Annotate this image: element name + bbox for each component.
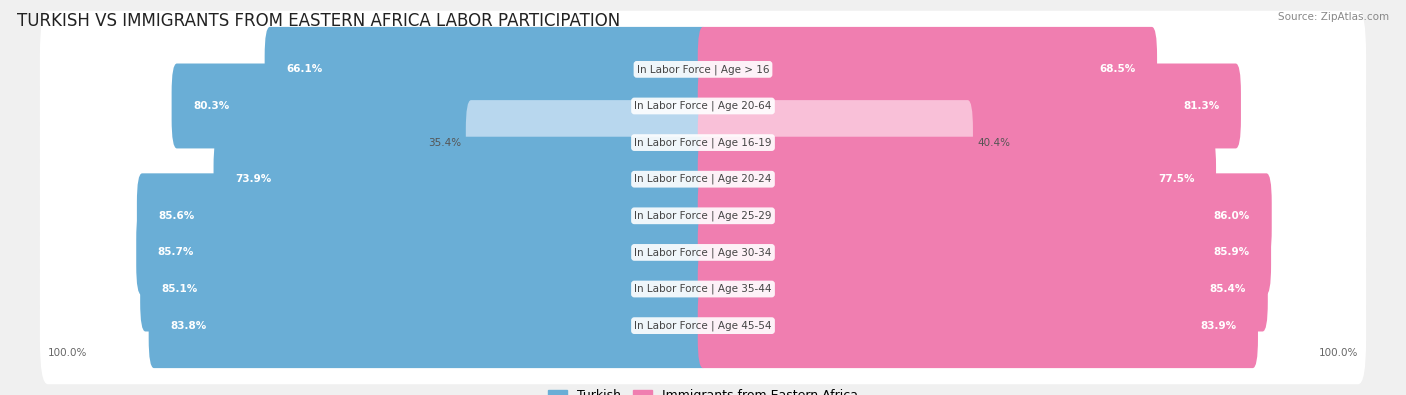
Text: In Labor Force | Age 30-34: In Labor Force | Age 30-34 [634,247,772,258]
FancyBboxPatch shape [264,27,709,112]
Text: 85.1%: 85.1% [162,284,198,294]
FancyBboxPatch shape [465,100,709,185]
Text: TURKISH VS IMMIGRANTS FROM EASTERN AFRICA LABOR PARTICIPATION: TURKISH VS IMMIGRANTS FROM EASTERN AFRIC… [17,12,620,30]
Text: In Labor Force | Age 16-19: In Labor Force | Age 16-19 [634,137,772,148]
Text: 86.0%: 86.0% [1213,211,1250,221]
Text: 100.0%: 100.0% [48,348,87,357]
FancyBboxPatch shape [697,246,1268,331]
FancyBboxPatch shape [39,84,1367,201]
FancyBboxPatch shape [697,27,1157,112]
FancyBboxPatch shape [39,11,1367,128]
Text: 81.3%: 81.3% [1182,101,1219,111]
FancyBboxPatch shape [39,267,1367,384]
Text: 85.4%: 85.4% [1209,284,1246,294]
FancyBboxPatch shape [136,210,709,295]
Text: 80.3%: 80.3% [193,101,229,111]
Text: 85.6%: 85.6% [159,211,195,221]
Text: 40.4%: 40.4% [977,137,1011,148]
Text: In Labor Force | Age 35-44: In Labor Force | Age 35-44 [634,284,772,294]
Text: 83.9%: 83.9% [1201,321,1236,331]
Text: 85.9%: 85.9% [1213,247,1250,258]
Text: 66.1%: 66.1% [287,64,322,74]
Text: In Labor Force | Age 25-29: In Labor Force | Age 25-29 [634,211,772,221]
Text: In Labor Force | Age > 16: In Labor Force | Age > 16 [637,64,769,75]
FancyBboxPatch shape [697,100,973,185]
FancyBboxPatch shape [136,173,709,258]
FancyBboxPatch shape [697,64,1241,149]
Text: 83.8%: 83.8% [170,321,207,331]
FancyBboxPatch shape [39,194,1367,311]
FancyBboxPatch shape [141,246,709,331]
Text: In Labor Force | Age 45-54: In Labor Force | Age 45-54 [634,320,772,331]
FancyBboxPatch shape [39,230,1367,348]
FancyBboxPatch shape [697,137,1216,222]
Text: 35.4%: 35.4% [427,137,461,148]
Text: 77.5%: 77.5% [1159,174,1195,184]
FancyBboxPatch shape [697,173,1272,258]
Text: 68.5%: 68.5% [1099,64,1136,74]
FancyBboxPatch shape [697,210,1271,295]
Text: In Labor Force | Age 20-24: In Labor Force | Age 20-24 [634,174,772,184]
Legend: Turkish, Immigrants from Eastern Africa: Turkish, Immigrants from Eastern Africa [543,384,863,395]
FancyBboxPatch shape [39,157,1367,275]
Text: In Labor Force | Age 20-64: In Labor Force | Age 20-64 [634,101,772,111]
Text: 85.7%: 85.7% [157,247,194,258]
Text: 100.0%: 100.0% [1319,348,1358,357]
FancyBboxPatch shape [39,47,1367,165]
FancyBboxPatch shape [214,137,709,222]
FancyBboxPatch shape [172,64,709,149]
FancyBboxPatch shape [697,283,1258,368]
Text: Source: ZipAtlas.com: Source: ZipAtlas.com [1278,12,1389,22]
Text: 73.9%: 73.9% [235,174,271,184]
FancyBboxPatch shape [149,283,709,368]
FancyBboxPatch shape [39,120,1367,238]
